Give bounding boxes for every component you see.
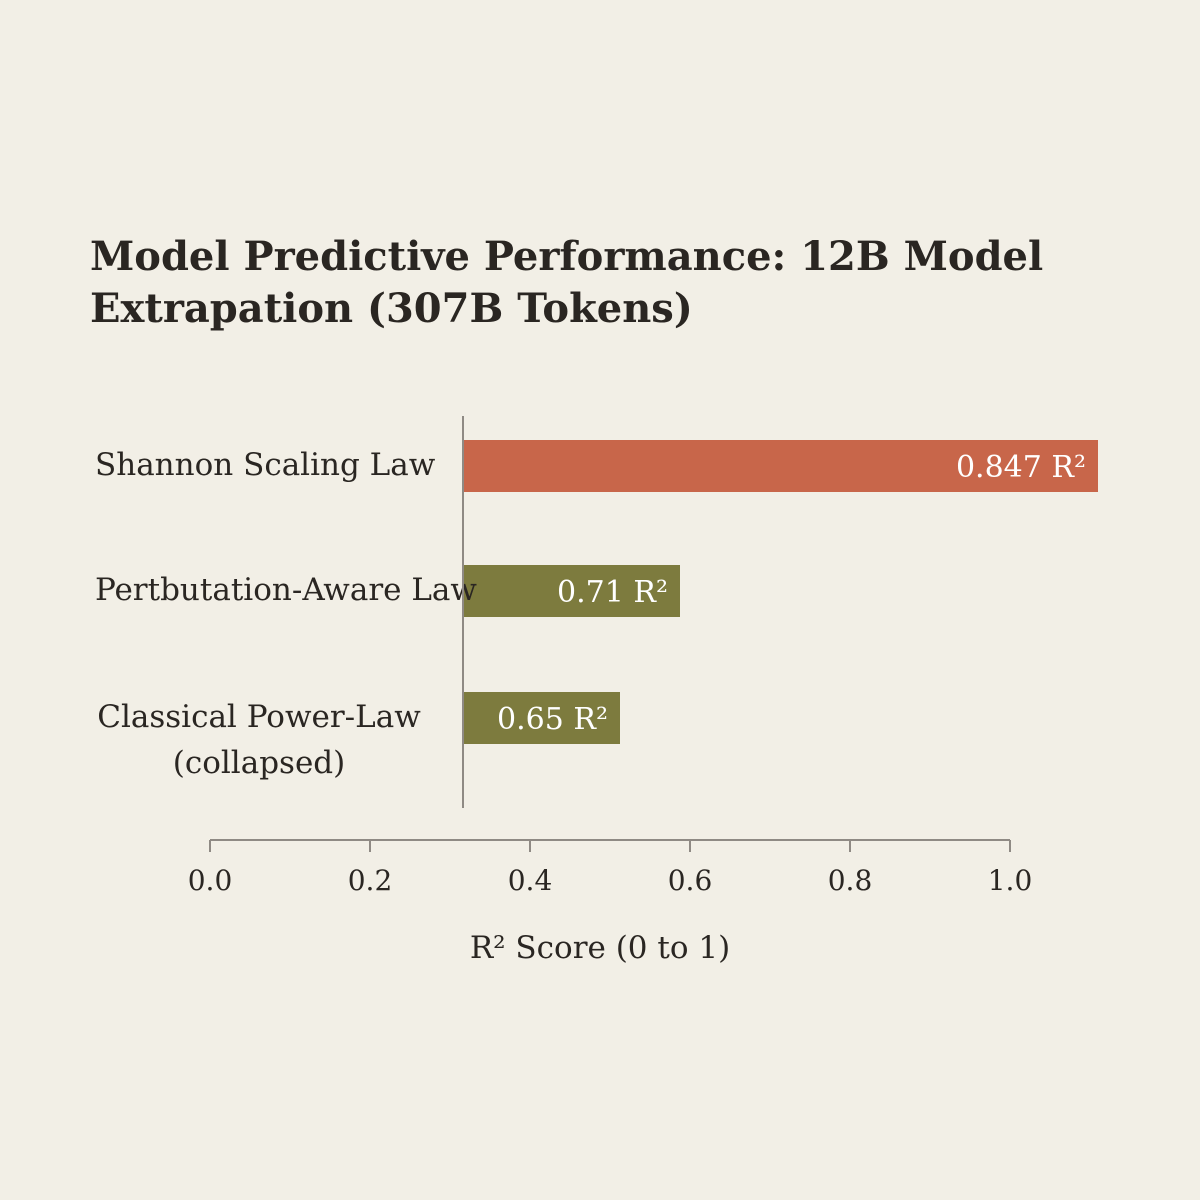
x-tick-label: 0.4 [508, 864, 553, 897]
category-label: Classical Power-Law [97, 699, 421, 735]
x-tick-label: 0.8 [828, 864, 873, 897]
category-label: Shannon Scaling Law [95, 447, 436, 483]
x-tick-label: 1.0 [988, 864, 1033, 897]
category-label: Pertbutation-Aware Law [95, 572, 477, 608]
chart-title-line: Model Predictive Performance: 12B Model [90, 233, 1043, 280]
bar-value-label: 0.71 R² [557, 575, 668, 610]
x-tick-label: 0.6 [668, 864, 713, 897]
chart-title-line: Extrapation (307B Tokens) [90, 285, 693, 332]
bar-value-label: 0.847 R² [956, 450, 1086, 485]
category-labels: Shannon Scaling Law Pertbutation-Aware La… [95, 447, 477, 781]
bar [463, 692, 620, 744]
chart-title: Model Predictive Performance: 12B Model E… [90, 233, 1043, 332]
bars: 0.847 R² 0.71 R² 0.65 R² [463, 440, 1098, 744]
x-tick-label: 0.0 [188, 864, 233, 897]
x-axis-ticks: 0.0 0.2 0.4 0.6 0.8 1.0 [188, 840, 1033, 897]
bar [463, 565, 680, 617]
bar [463, 440, 1098, 492]
x-tick-label: 0.2 [348, 864, 393, 897]
bar-value-label: 0.65 R² [497, 702, 608, 737]
category-label: (collapsed) [173, 745, 345, 781]
x-axis-label: R² Score (0 to 1) [470, 930, 730, 966]
